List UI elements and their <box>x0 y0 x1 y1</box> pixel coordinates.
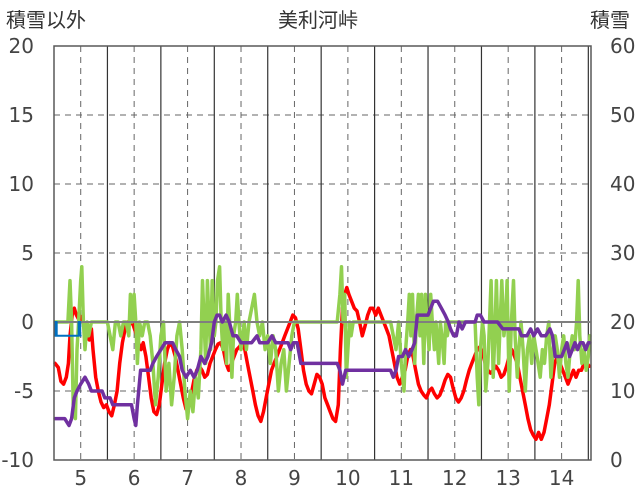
y-axis-right-label: 積雪 <box>590 8 630 32</box>
plot-frame <box>53 45 592 461</box>
series-line-5 <box>53 299 592 428</box>
y-left-tick-label: 0 <box>21 310 34 334</box>
y-right-tick-label: 40 <box>610 172 635 196</box>
x-tick-label: 6 <box>128 466 141 490</box>
y-left-tick-label: -5 <box>14 379 34 403</box>
x-tick-label: 5 <box>74 466 87 490</box>
chart-title: 美利河峠 <box>278 8 358 32</box>
grid <box>54 46 591 460</box>
x-tick-label: 14 <box>549 466 574 490</box>
y-right-tick-label: 30 <box>610 241 635 265</box>
x-tick-label: 10 <box>335 466 360 490</box>
x-axis-ticks: 5 6 7 8 9 10 11 12 13 14 <box>74 466 574 490</box>
y-axis-left-ticks: -10 -5 0 5 10 15 20 <box>1 34 34 472</box>
series-layer <box>53 265 592 442</box>
series-line-2 <box>53 265 592 421</box>
y-left-tick-label: -10 <box>1 448 34 472</box>
y-right-tick-label: 20 <box>610 310 635 334</box>
y-axis-right-ticks: 0 10 20 30 40 50 60 <box>610 34 635 472</box>
x-tick-label: 12 <box>442 466 467 490</box>
y-right-tick-label: 0 <box>610 448 623 472</box>
y-right-tick-label: 50 <box>610 103 635 127</box>
x-tick-label: 8 <box>235 466 248 490</box>
y-axis-left-label: 積雪以外 <box>6 8 86 32</box>
series-line-4 <box>54 321 82 337</box>
x-tick-label: 7 <box>181 466 194 490</box>
y-left-tick-label: 5 <box>21 241 34 265</box>
y-right-tick-label: 60 <box>610 34 635 58</box>
x-tick-label: 9 <box>288 466 301 490</box>
x-tick-label: 11 <box>389 466 414 490</box>
y-left-tick-label: 15 <box>9 103 34 127</box>
y-left-tick-label: 20 <box>9 34 34 58</box>
y-left-tick-label: 10 <box>9 172 34 196</box>
x-tick-label: 13 <box>495 466 520 490</box>
y-right-tick-label: 10 <box>610 379 635 403</box>
